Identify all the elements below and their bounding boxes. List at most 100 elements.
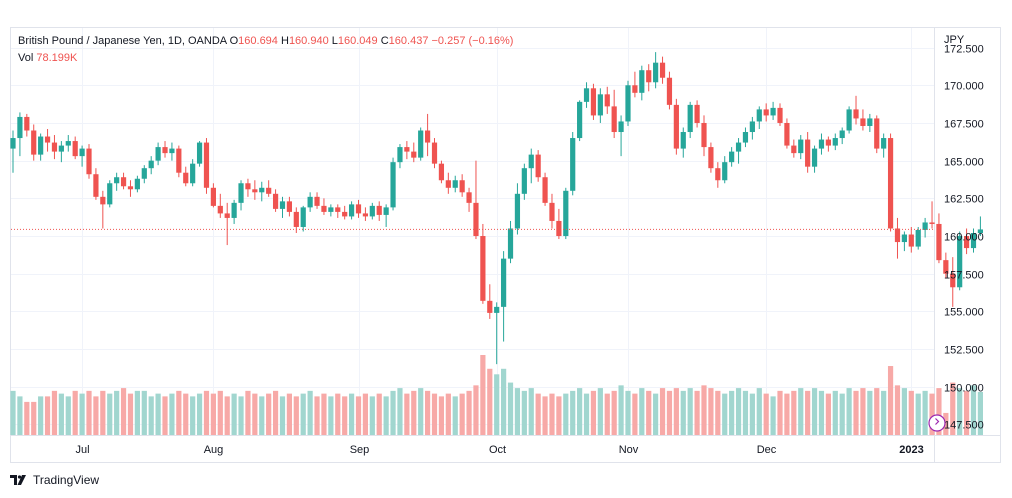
open-label: O xyxy=(229,35,239,47)
volume-bar xyxy=(825,393,831,435)
volume-bar xyxy=(597,388,603,435)
volume-bar xyxy=(452,396,458,435)
volume-bar xyxy=(784,393,790,435)
volume-bar xyxy=(383,396,389,435)
candle-body xyxy=(355,204,362,214)
candle-body xyxy=(798,139,804,154)
candle-body xyxy=(494,306,500,313)
volume-bar xyxy=(722,393,728,435)
time-tick-label: Oct xyxy=(489,444,506,456)
time-tick-label: Dec xyxy=(757,444,777,456)
symbol-title[interactable]: British Pound / Japanese Yen, 1D, OANDA xyxy=(18,35,227,47)
volume-bar xyxy=(418,388,424,435)
candle-body xyxy=(480,236,486,301)
candle-body xyxy=(908,234,914,247)
volume-label[interactable]: Vol xyxy=(18,52,34,64)
volume-bar xyxy=(24,401,30,435)
volume-bar xyxy=(272,390,279,435)
volume-bar xyxy=(653,393,659,435)
volume-bar xyxy=(114,390,120,435)
volume-bar xyxy=(549,393,555,435)
candle-body xyxy=(659,62,666,78)
chart-frame xyxy=(10,27,1001,463)
volume-bar xyxy=(570,390,576,435)
volume-bar xyxy=(970,385,977,435)
candle-body xyxy=(169,148,175,154)
candle-body xyxy=(501,258,507,307)
volume-bar xyxy=(542,396,548,435)
volume-bar xyxy=(811,388,818,435)
candle-body xyxy=(141,168,147,179)
candle-body xyxy=(970,233,977,249)
volume-bar xyxy=(715,390,721,435)
tradingview-logo-icon xyxy=(10,475,26,485)
volume-bar xyxy=(556,396,562,435)
price-tick-label: 150.000 xyxy=(944,383,984,395)
tradingview-brand[interactable]: TradingView xyxy=(10,473,99,487)
volume-bar xyxy=(259,396,265,435)
volume-bar xyxy=(611,390,617,435)
volume-bar xyxy=(307,390,313,435)
candle-body xyxy=(120,177,127,187)
volume-bar xyxy=(183,393,189,435)
candle-body xyxy=(183,172,189,184)
volume-bar xyxy=(887,366,894,435)
candle-body xyxy=(86,148,92,175)
candle-body xyxy=(694,104,700,123)
volume-bar xyxy=(867,390,873,435)
volume-bar xyxy=(466,390,472,435)
candle-body xyxy=(618,121,624,133)
volume-bar xyxy=(494,374,500,435)
candle-body xyxy=(708,147,714,169)
candle-body xyxy=(411,151,417,158)
volume-bar xyxy=(763,393,769,435)
candle-body xyxy=(210,187,216,206)
volume-bar xyxy=(293,396,299,435)
volume-bar xyxy=(362,393,369,435)
volume-bar xyxy=(832,390,838,435)
volume-bar xyxy=(266,393,272,435)
legend-ohlc: British Pound / Japanese Yen, 1D, OANDA … xyxy=(18,35,513,47)
candle-body xyxy=(155,147,161,161)
volume-bar xyxy=(107,393,113,435)
volume-bars xyxy=(10,355,983,435)
volume-bar xyxy=(535,393,541,435)
volume-bar xyxy=(929,393,935,435)
candle-body xyxy=(680,132,686,149)
volume-bar xyxy=(342,396,348,435)
candle-body xyxy=(749,121,755,133)
time-tick-label: Nov xyxy=(619,444,639,456)
brand-name: TradingView xyxy=(33,473,100,487)
candle-body xyxy=(58,145,64,152)
candle-body xyxy=(79,148,85,157)
candle-body xyxy=(528,154,534,169)
candle-body xyxy=(397,147,403,163)
candle-body xyxy=(224,213,230,218)
volume-bar xyxy=(127,393,134,435)
volume-bar xyxy=(687,388,693,435)
candle-body xyxy=(722,162,728,181)
volume-bar xyxy=(639,388,645,435)
candle-body xyxy=(376,205,382,215)
volume-bar xyxy=(38,396,44,435)
volume-bar xyxy=(314,396,320,435)
close-value: 160.437 xyxy=(388,35,429,47)
candle-body xyxy=(583,88,590,102)
volume-bar xyxy=(438,396,445,435)
candle-body xyxy=(590,88,597,116)
candle-body xyxy=(404,147,410,152)
candle-body xyxy=(466,192,472,203)
volume-bar xyxy=(963,390,970,435)
candle-body xyxy=(252,189,258,193)
candle-body xyxy=(272,193,279,209)
volume-bar xyxy=(176,390,182,435)
volume-bar xyxy=(44,396,51,435)
candle-body xyxy=(307,196,313,208)
candle-body xyxy=(915,229,921,247)
volume-bar xyxy=(190,396,196,435)
candle-body xyxy=(238,183,244,203)
volume-bar xyxy=(397,388,403,435)
candle-body xyxy=(632,85,638,93)
scroll-to-realtime-button[interactable] xyxy=(928,414,946,432)
